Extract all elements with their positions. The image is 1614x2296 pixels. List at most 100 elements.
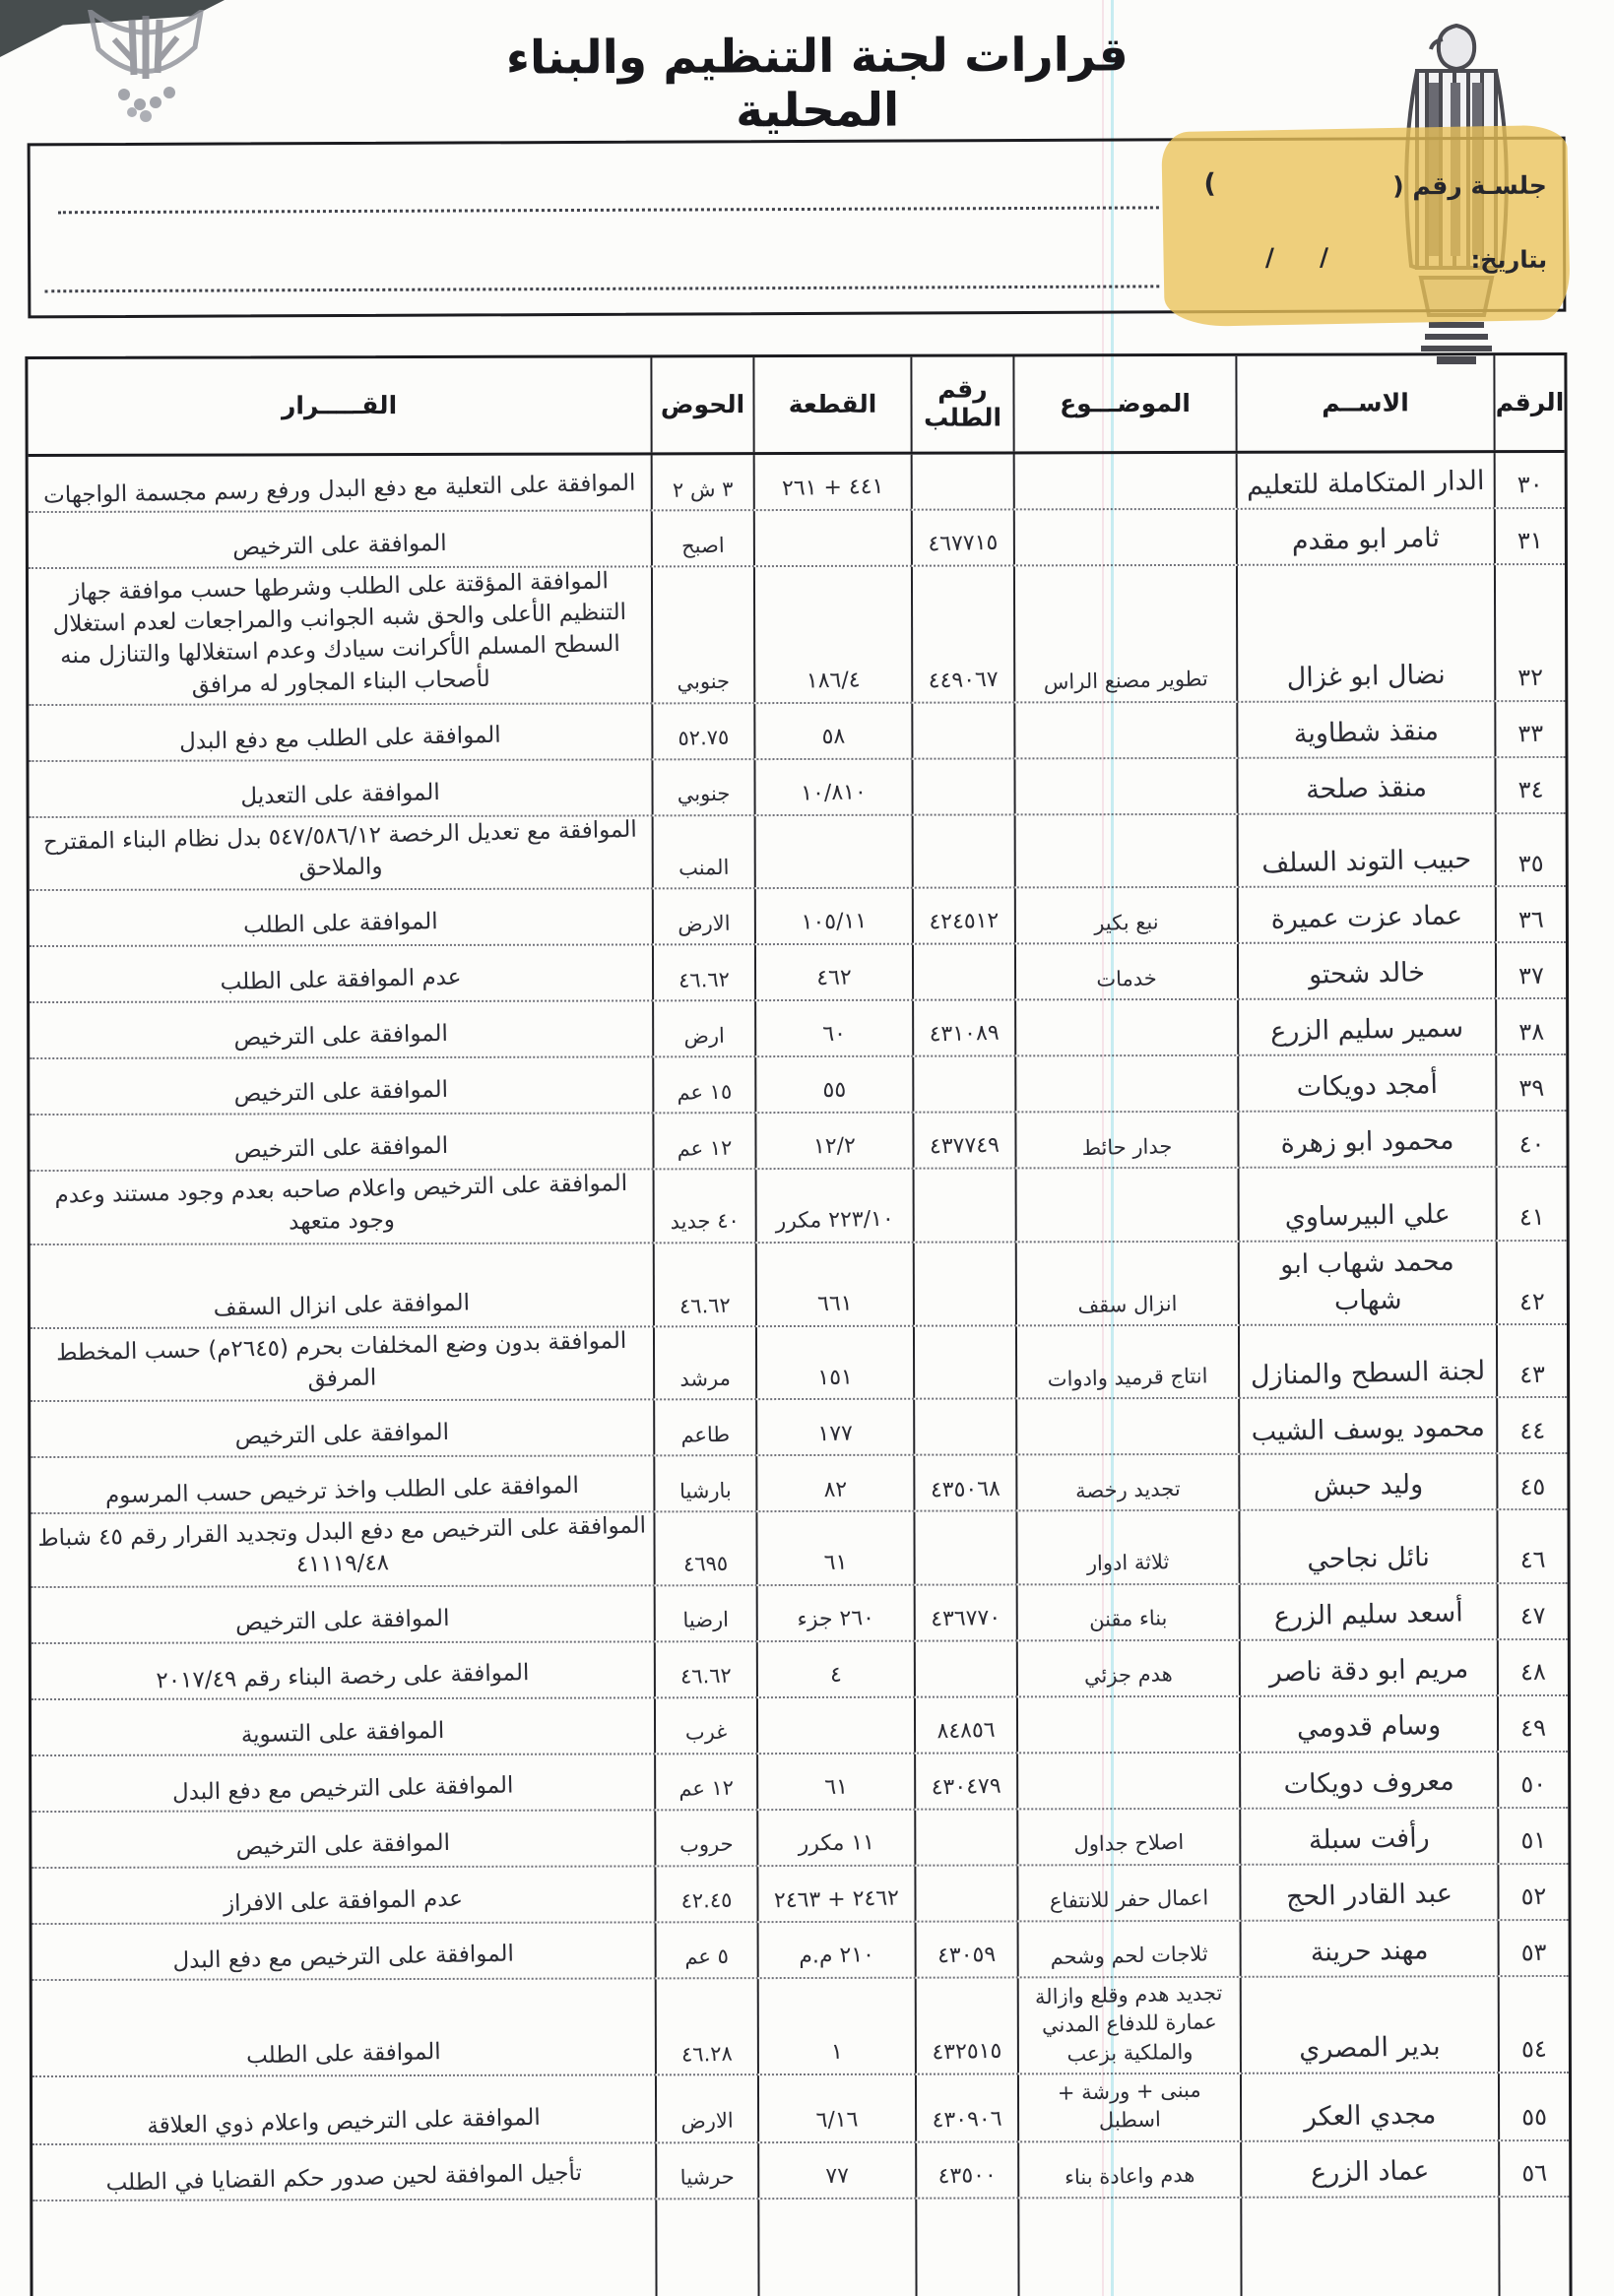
decision-value: الموافقة على الترخيص مع دفع البدل وتجديد… — [37, 1512, 647, 1578]
column-header-decision: القـــــرار — [281, 390, 398, 419]
cell-decision: عدم الموافقة على الافراز — [32, 1867, 654, 1923]
cell-basin: بارشيا — [653, 1456, 756, 1511]
cell-basin: الارض — [651, 889, 754, 944]
cell-basin: ٤٠ جديد — [652, 1170, 755, 1242]
cell-decision: الموافقة على الترخيص مع دفع البدل وتجديد… — [31, 1513, 653, 1586]
date-label: بتاريخ: — [1470, 245, 1548, 275]
subject-value: ثلاثة ادوار — [1086, 1550, 1170, 1576]
cell-plot: ١٠٥/١١ — [753, 888, 912, 944]
cell-basin: ٤٦.٦٢ — [653, 1641, 756, 1697]
decision-value: الموافقة على التعلية مع دفع البدل ورفع ر… — [42, 470, 636, 509]
plot-value: ٥٨ — [821, 724, 846, 750]
cell-subject: هدم واعادة بناء — [1017, 2141, 1241, 2198]
subject-value — [1020, 750, 1231, 755]
cell-request-number — [911, 815, 1014, 887]
cell-request-number: ٨٤٨٥٦ — [913, 1697, 1017, 1753]
plot-value: ١٥١ — [817, 1365, 854, 1390]
cell-decision: الموافقة على انزال السقف — [31, 1244, 653, 1327]
column-header-plot: القطعة — [752, 356, 911, 453]
request-number-value — [919, 881, 1009, 883]
cell-row-number: ٣٠ — [1493, 452, 1565, 508]
empty-cell — [1240, 2197, 1499, 2296]
cell-basin: ٥ عم — [654, 1922, 757, 1978]
decision-value: الموافقة على الترخيص — [234, 1605, 450, 1636]
cell-subject: اصلاح جداول — [1016, 1809, 1240, 1865]
request-number-value — [921, 1690, 1011, 1691]
row-number-value: ٤٨ — [1519, 1658, 1547, 1687]
date-slash: / — [1264, 242, 1275, 272]
table-row: ٣٣ منقذ شطاوية ٥٨ ٥٢.٧٥ الموافقة على الط… — [29, 701, 1566, 762]
name-value: وسام قدومي — [1296, 1709, 1442, 1745]
cell-subject — [1012, 509, 1236, 565]
name-value: عماد عزت عميرة — [1270, 900, 1463, 935]
basin-value: ٤٠ جديد — [670, 1208, 740, 1235]
row-number-value: ٣٢ — [1517, 663, 1544, 692]
cell-row-number: ٤٢ — [1495, 1241, 1567, 1324]
subject-value: تجديد هدم وقلع وازالة عمارة للدفاع المدن… — [1034, 1980, 1223, 2067]
basin-value: حروب — [678, 1832, 734, 1858]
cell-decision: الموافقة على التسوية — [32, 1698, 654, 1754]
plot-value: ١٨٦/٤ — [806, 668, 861, 694]
cell-name: الدار المتكاملة للتعليم — [1235, 453, 1494, 508]
decision-value: الموافقة على الترخيص مع دفع البدل — [172, 1941, 515, 1974]
decision-value: الموافقة على الترخيص — [233, 1132, 449, 1164]
table-row: ٤٩ وسام قدومي ٨٤٨٥٦ غرب الموافقة على الت… — [31, 1695, 1569, 1756]
scanline-cyan — [1111, 0, 1114, 2296]
name-value: رأفت سبلة — [1308, 1822, 1431, 1856]
cell-request-number — [912, 1242, 1015, 1325]
subject-value: تطوير مصنع الراس — [1043, 667, 1208, 695]
decisions-table: الرقم الاســم الموضـــوع رقم الطلب القطع… — [25, 351, 1573, 2296]
cell-name: مريم ابو دقة ناصر — [1238, 1639, 1497, 1695]
name-value: حبيب التوند السلف — [1260, 844, 1472, 880]
empty-cell — [655, 2199, 758, 2296]
cell-plot: ٦/١٦ — [756, 2074, 916, 2141]
decision-value: الموافقة على الترخيص — [233, 1020, 449, 1052]
cell-basin: ارضيا — [653, 1585, 756, 1641]
cell-request-number: ٤٣٠٩٠٦ — [914, 2074, 1018, 2141]
cell-row-number: ٤٥ — [1496, 1454, 1568, 1509]
cell-basin: ١٢ عم — [652, 1114, 755, 1169]
plot-value — [760, 558, 906, 561]
subject-value: جدار حائط — [1081, 1133, 1173, 1160]
request-number-value — [919, 1106, 1009, 1108]
name-value: لجنة السطح والمنازل — [1250, 1355, 1486, 1391]
cell-subject — [1013, 758, 1237, 814]
basin-value: ٤٢.٤٥ — [680, 1888, 733, 1914]
request-number-value — [920, 1448, 1010, 1450]
cell-plot: ٦٠ — [754, 1000, 913, 1056]
plot-value: ٢٢٣/١٠ مكرر — [775, 1206, 895, 1234]
cell-plot: ١١ مكرر — [756, 1810, 915, 1865]
table-row: ٣٨ سمير سليم الزرع ٤٣١٠٨٩ ٦٠ ارض الموافق… — [30, 999, 1567, 1060]
table-row: ٥٢ عبد القادر الحج اعمال حفر للانتفاع ٢٤… — [32, 1864, 1569, 1925]
name-value: محمد شهاب ابو شهاب — [1279, 1245, 1454, 1316]
decision-value: الموافقة على الطلب واخذ ترخيص حسب المرسو… — [104, 1473, 580, 1509]
cell-subject: ثلاثة ادوار — [1015, 1511, 1239, 1584]
table-row: ٥١ رأفت سبلة اصلاح جداول ١١ مكرر حروب ال… — [32, 1808, 1569, 1869]
cell-request-number: ٤٣٦٧٧٠ — [913, 1585, 1016, 1640]
plot-value: ٢١٠ م.م — [799, 1943, 875, 1969]
subject-value: اصلاح جداول — [1073, 1830, 1185, 1857]
request-number-value — [919, 807, 1009, 809]
request-number-value: ٤٣٥٠٦٨ — [930, 1476, 1001, 1502]
table-row: ٤٠ محمود ابو زهرة جدار حائط ٤٣٧٧٤٩ ١٢/٢ … — [30, 1112, 1567, 1173]
request-number-value — [921, 1577, 1011, 1579]
cell-row-number: ٥١ — [1497, 1808, 1569, 1863]
table-row: ٤٧ أسعد سليم الزرع بناء مقنن ٤٣٦٧٧٠ ٢٦٠ … — [31, 1583, 1568, 1644]
column-header-basin: الحوض — [650, 357, 753, 453]
row-number-value: ٤٢ — [1518, 1287, 1546, 1315]
subject-value — [1020, 501, 1231, 506]
name-value: وليد حبش — [1313, 1468, 1424, 1502]
cell-plot: ٤٤١ + ٢٦١ — [752, 454, 911, 510]
decision-value: عدم الموافقة على الافراز — [223, 1885, 464, 1917]
row-number-value: ٤٧ — [1519, 1602, 1546, 1630]
cell-request-number — [912, 1169, 1015, 1242]
cell-subject — [1013, 702, 1237, 758]
cell-subject: بناء مقنن — [1015, 1584, 1239, 1640]
cell-subject: ثلاجات لحم وشحم — [1016, 1921, 1240, 1977]
plot-value: ٦٦١ — [816, 1291, 853, 1317]
cell-request-number: ٤٣٢٥١٥ — [914, 1978, 1017, 2073]
cell-plot: ٧٧ — [757, 2142, 916, 2198]
cell-name: معروف دويكات — [1239, 1752, 1498, 1808]
table-row: ٣٧ خالد شحتو خدمات ٤٦٢ ٤٦.٦٢ عدم الموافق… — [29, 943, 1567, 1004]
basin-value: ٤٦٩٥ — [682, 1552, 729, 1577]
